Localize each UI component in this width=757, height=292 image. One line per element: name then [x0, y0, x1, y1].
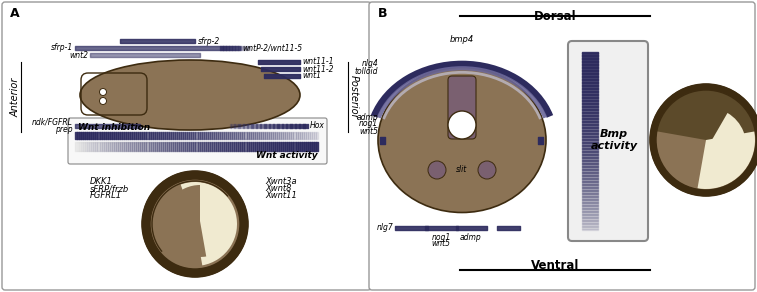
Text: Hox: Hox — [310, 121, 325, 131]
Text: sFRP/frzb: sFRP/frzb — [90, 184, 129, 193]
Circle shape — [99, 98, 107, 105]
Ellipse shape — [378, 67, 546, 213]
Text: DKK1: DKK1 — [90, 177, 113, 186]
Text: wntP-2/wnt11-5: wntP-2/wnt11-5 — [242, 44, 302, 53]
Text: Dorsal: Dorsal — [534, 10, 576, 23]
Text: sfrp-1: sfrp-1 — [51, 44, 73, 53]
Text: Xwnt3a: Xwnt3a — [265, 177, 297, 186]
Text: Xwnt8: Xwnt8 — [265, 184, 291, 193]
Circle shape — [651, 85, 757, 195]
Wedge shape — [164, 185, 206, 257]
Text: sfrp-2: sfrp-2 — [198, 36, 220, 46]
Text: Posterior: Posterior — [349, 75, 359, 119]
Text: nlg4: nlg4 — [361, 60, 378, 69]
Text: nog1: nog1 — [359, 119, 378, 128]
Circle shape — [478, 161, 496, 179]
Text: B: B — [378, 7, 388, 20]
Wedge shape — [697, 92, 755, 189]
Text: wnt5: wnt5 — [359, 126, 378, 135]
Circle shape — [99, 88, 107, 95]
Text: Bmp
activity: Bmp activity — [590, 129, 637, 151]
Circle shape — [143, 172, 247, 276]
Circle shape — [428, 161, 446, 179]
FancyBboxPatch shape — [568, 41, 648, 241]
Text: wnt5: wnt5 — [431, 239, 450, 248]
Text: admp: admp — [357, 112, 378, 121]
Text: nog1: nog1 — [431, 234, 450, 242]
Wedge shape — [706, 113, 746, 182]
Text: ndk/FGFRL: ndk/FGFRL — [32, 117, 73, 126]
Text: wnt1: wnt1 — [302, 72, 321, 81]
Text: admp: admp — [460, 234, 482, 242]
Wedge shape — [181, 182, 237, 265]
Wedge shape — [657, 90, 755, 140]
Text: prep: prep — [55, 124, 73, 133]
Ellipse shape — [80, 60, 300, 130]
Text: bmp4: bmp4 — [450, 34, 474, 44]
Circle shape — [150, 179, 240, 269]
Text: slit: slit — [456, 166, 468, 175]
Circle shape — [656, 90, 756, 190]
Text: FGFRL1: FGFRL1 — [90, 191, 122, 200]
Text: Wnt activity: Wnt activity — [257, 151, 318, 160]
Text: wnt11-1: wnt11-1 — [302, 58, 334, 67]
Text: Wnt inhibition: Wnt inhibition — [78, 123, 150, 132]
FancyBboxPatch shape — [448, 76, 476, 139]
FancyBboxPatch shape — [68, 118, 327, 164]
Ellipse shape — [448, 111, 476, 139]
Text: Xwnt11: Xwnt11 — [265, 191, 297, 200]
Text: nlg7: nlg7 — [376, 223, 393, 232]
Text: Anterior: Anterior — [11, 77, 21, 117]
FancyBboxPatch shape — [369, 2, 755, 290]
Text: wnt11-2: wnt11-2 — [302, 65, 334, 74]
Text: A: A — [10, 7, 20, 20]
FancyBboxPatch shape — [2, 2, 371, 290]
Text: wnt2: wnt2 — [69, 51, 88, 60]
Text: Ventral: Ventral — [531, 259, 579, 272]
Text: tolloid: tolloid — [354, 67, 378, 76]
